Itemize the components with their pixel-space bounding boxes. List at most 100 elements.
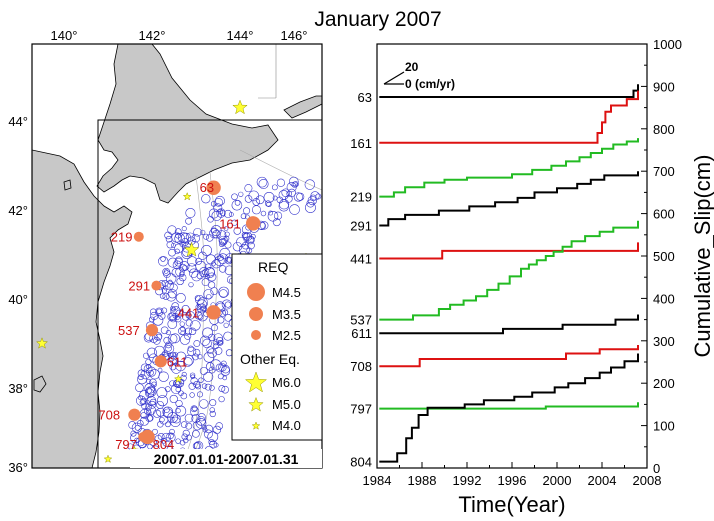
small-earthquake-marker [175,399,183,408]
small-earthquake-marker [175,309,184,318]
small-earthquake-marker [197,297,208,309]
series-label: 797 [350,402,372,417]
small-earthquake-marker [212,425,222,434]
small-earthquake-marker [187,346,197,356]
small-earthquake-marker [167,257,178,268]
small-earthquake-marker [146,386,156,396]
other-earthquake-star [232,99,248,115]
series-line-708 [379,345,639,368]
small-earthquake-marker [198,267,210,278]
small-earthquake-marker [169,394,178,404]
small-earthquake-marker [207,431,219,443]
x-tick-label: 1988 [408,473,437,488]
small-earthquake-marker [211,227,217,234]
legend-req-marker [251,330,261,340]
legend-box [231,253,323,441]
small-earthquake-marker [217,254,224,261]
small-earthquake-marker [182,313,190,321]
lat-tick-label: 44° [8,114,28,129]
small-earthquake-marker [146,405,156,415]
series-label: 441 [350,252,372,267]
small-earthquake-marker [219,241,225,247]
legend-star-marker [248,396,264,412]
series-label: 611 [351,326,372,341]
small-earthquake-marker [305,202,316,213]
small-earthquake-marker [208,333,216,341]
land-sado [33,375,47,393]
small-earthquake-marker [202,427,208,433]
small-earthquake-marker [201,425,207,431]
small-earthquake-marker [159,293,166,299]
small-earthquake-marker [211,210,222,221]
small-earthquake-marker [169,428,175,435]
legend-star-markers [244,371,268,430]
other-earthquake-star [35,337,49,349]
small-earthquake-marker [165,432,176,443]
study-area-box [97,119,322,468]
small-earthquake-marker [334,197,340,203]
small-earthquake-marker [199,399,209,409]
small-earthquake-marker [219,289,228,298]
small-earthquake-marker [325,183,329,187]
small-earthquake-marker [169,351,177,360]
small-earthquake-marker [152,409,162,418]
small-earthquake-marker [201,194,211,204]
lon-tick-label: 142° [139,28,166,43]
small-earthquake-marker [192,430,200,438]
small-earthquake-marker [203,289,214,300]
small-earthquake-marker [167,352,174,358]
small-earthquake-marker [271,184,278,191]
small-earthquake-marker [266,201,272,208]
small-earthquake-marker [162,406,174,418]
small-earthquake-marker [345,177,353,185]
series-line-161 [379,90,639,144]
small-earthquake-marker [204,267,215,278]
small-earthquake-marker [163,285,169,291]
plot-area [377,44,647,468]
small-earthquake-marker [184,332,192,340]
lat-tick-label: 36° [8,460,28,475]
small-earthquake-marker [168,433,174,439]
legend-other-item: M6.0 [272,375,301,390]
small-earthquake-marker [193,340,201,347]
small-earthquake-marker [218,235,228,246]
small-earthquake-marker [197,354,203,360]
small-earthquake-marker [236,236,247,248]
small-earthquake-marker [184,327,193,335]
small-earthquake-marker [174,243,184,253]
small-earthquake-marker [201,278,210,287]
small-earthquake-marker [223,209,232,218]
small-earthquake-marker [241,241,250,250]
small-earthquake-marker [207,272,217,282]
small-earthquake-marker [217,373,224,380]
small-earthquake-marker [244,214,250,220]
small-earthquake-marker [156,395,168,407]
small-earthquake-marker [146,414,154,422]
x-axis: 1984 1988 1992 1996 2000 2004 2008 [363,462,662,488]
small-earthquake-marker [224,301,231,308]
small-earthquake-marker [153,332,163,341]
land-honshu [32,149,133,468]
legend-req-marker [247,283,265,301]
small-earthquake-marker [163,343,175,354]
small-earthquake-marker [175,405,187,417]
small-earthquake-marker [176,277,184,286]
small-earthquake-marker [146,347,157,358]
small-earthquake-marker [167,319,178,329]
legend-star-marker [244,371,268,393]
small-earthquake-marker [272,218,281,227]
req-event-marker [128,408,141,421]
small-earthquake-marker [358,176,366,184]
small-earthquake-marker [190,406,200,416]
small-earthquake-marker [188,282,194,288]
x-tick-label: 2008 [633,473,662,488]
small-earthquake-marker [169,416,175,422]
small-earthquake-marker [223,226,229,231]
small-earthquake-marker [293,192,303,202]
small-earthquake-marker [333,193,339,199]
y-tick-label: 300 [653,334,675,349]
small-earthquake-marker [224,241,232,249]
small-earthquake-marker [130,430,137,437]
small-earthquake-marker [246,247,253,254]
